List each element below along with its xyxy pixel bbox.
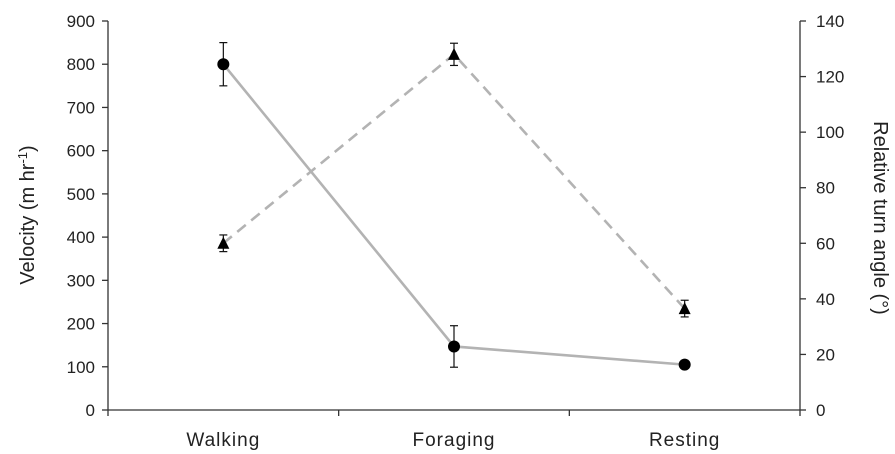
y-left-title-sup: -1: [15, 152, 30, 164]
y-left-tick-label: 900: [67, 12, 95, 31]
y-left-ticks: 0 100 200 300 400 500 600 700 800 900: [67, 12, 108, 420]
y-right-tick-label: 80: [816, 179, 835, 198]
y-right-tick-label: 100: [816, 123, 844, 142]
y-right-ticks: 0 20 40 60 80 100 120 140: [800, 12, 844, 420]
y-right-tick-label: 40: [816, 290, 835, 309]
x-category-label: Resting: [649, 430, 720, 451]
data-point-circle: [448, 340, 460, 353]
x-ticks: Walking Foraging Resting: [107, 410, 801, 451]
y-right-tick-label: 120: [816, 68, 844, 87]
series-layer: [217, 42, 691, 371]
y-left-tick-label: 300: [67, 271, 95, 290]
y-left-tick-label: 100: [67, 358, 95, 377]
y-right-tick-label: 20: [816, 345, 835, 364]
data-point-triangle: [448, 47, 460, 60]
axes: [107, 21, 801, 411]
y-left-title-main: Velocity (m hr: [17, 163, 39, 284]
y-right-axis-title: Relative turn angle (°): [869, 121, 891, 315]
y-left-axis-title: Velocity (m hr-1): [15, 145, 39, 284]
series-2: [217, 42, 691, 318]
data-point-circle: [678, 358, 691, 371]
x-category-label: Walking: [186, 430, 260, 451]
series-line: [222, 63, 685, 366]
y-left-tick-label: 400: [67, 228, 95, 247]
y-left-tick-label: 600: [67, 142, 95, 161]
data-point-triangle: [217, 236, 230, 249]
y-left-tick-label: 700: [67, 98, 95, 117]
y-left-tick-label: 200: [67, 315, 95, 334]
y-right-tick-label: 60: [816, 234, 835, 253]
data-point-triangle: [678, 302, 691, 315]
y-left-tick-label: 0: [86, 401, 95, 420]
y-left-title-end: ): [17, 145, 39, 152]
y-right-tick-label: 140: [816, 12, 844, 31]
x-category-label: Foraging: [413, 430, 496, 451]
series-1: [217, 42, 691, 371]
y-left-tick-label: 800: [67, 55, 95, 74]
series-line: [222, 52, 686, 310]
data-point-circle: [217, 58, 230, 71]
y-left-tick-label: 500: [67, 185, 95, 204]
y-right-tick-label: 0: [816, 401, 825, 420]
